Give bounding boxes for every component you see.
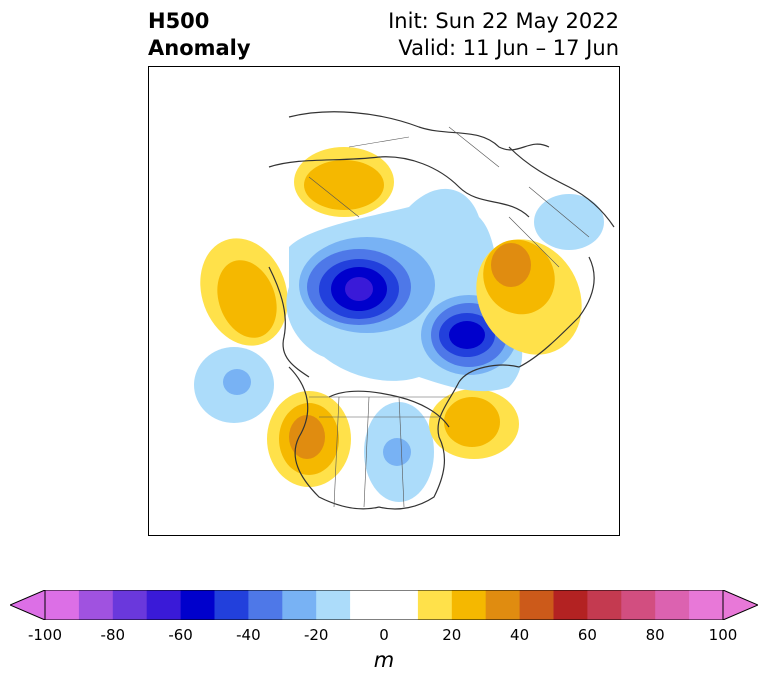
anomaly-pacific-negative (194, 347, 274, 423)
colorbar-segment (689, 590, 724, 620)
colorbar-tick-label: 40 (510, 626, 530, 644)
colorbar-segment (180, 590, 215, 620)
date-info: Init: Sun 22 May 2022 Valid: 11 Jun – 17… (388, 8, 619, 62)
colorbar-segment (112, 590, 148, 620)
anomaly-map (148, 66, 620, 536)
colorbar-tick-label: 100 (708, 626, 738, 644)
colorbar-segment (519, 590, 554, 620)
anomaly-central-asia-positive (200, 238, 288, 346)
colorbar-segment (485, 590, 521, 620)
colorbar-segment (451, 590, 487, 620)
colorbar-tick-label: -60 (168, 626, 193, 644)
colorbar-segments (45, 590, 724, 620)
colorbar-tick-label: -80 (100, 626, 126, 644)
anomaly-arctic-negative (286, 188, 604, 392)
colorbar-outline (44, 590, 724, 620)
coastlines (268, 111, 615, 510)
map-title: H500 Anomaly (148, 8, 251, 62)
colorbar (10, 590, 758, 620)
anomaly-fields (194, 147, 604, 502)
colorbar-segment (214, 590, 249, 620)
anomaly-east-siberia-positive (294, 147, 394, 217)
colorbar-segment (587, 590, 622, 620)
colorbar-segment (282, 590, 317, 620)
init-date: Init: Sun 22 May 2022 (388, 9, 619, 33)
colorbar-segment (45, 590, 80, 620)
colorbar-segment (384, 590, 419, 620)
colorbar-ticks: -100 -80 -60 -40 -20 0 20 40 60 80 100 (0, 626, 768, 646)
borders (308, 126, 590, 508)
colorbar-over-arrow (722, 590, 758, 620)
colorbar-tick-label: -100 (27, 626, 63, 644)
colorbar-tick-label: 60 (577, 626, 597, 644)
colorbar-segment (350, 590, 385, 620)
anomaly-eastern-us-negative (364, 402, 434, 502)
colorbar-tick-label: 80 (645, 626, 665, 644)
map-svg (194, 111, 615, 510)
colorbar-unit-label: m (373, 648, 395, 672)
title-line-1: H500 (148, 9, 210, 33)
colorbar-tick-label: -20 (303, 626, 329, 644)
colorbar-segment (78, 590, 114, 620)
colorbar-segment (417, 590, 453, 620)
valid-range: Valid: 11 Jun – 17 Jun (398, 36, 619, 60)
colorbar-under-arrow (10, 590, 46, 620)
anomaly-europe-positive (476, 239, 582, 355)
colorbar-segment (655, 590, 690, 620)
anomaly-north-atlantic-positive (429, 389, 519, 459)
colorbar-segment (316, 590, 351, 620)
colorbar-segment (553, 590, 588, 620)
colorbar-segment (621, 590, 656, 620)
colorbar-segment (146, 590, 182, 620)
colorbar-tick-label: 20 (442, 626, 462, 644)
colorbar-tick-label: 0 (379, 626, 389, 644)
title-line-2: Anomaly (148, 36, 251, 60)
colorbar-segment (248, 590, 283, 620)
colorbar-tick-label: -40 (236, 626, 261, 644)
anomaly-western-us-positive (267, 391, 351, 487)
